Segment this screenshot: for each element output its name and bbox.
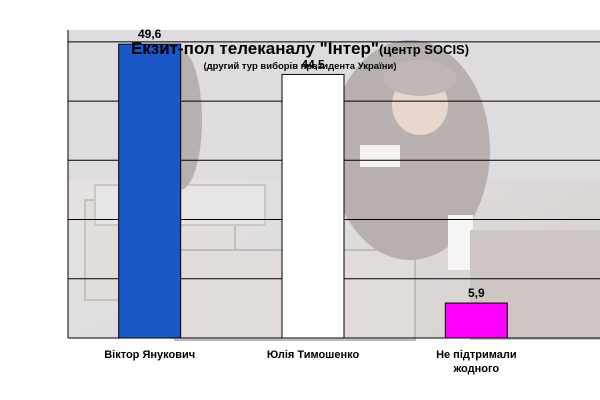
chart-subtitle: (другий тур виборів президента України) (203, 61, 396, 72)
bar-1 (118, 43, 182, 339)
chart-title: Екзит-пол телеканалу "Інтер"(центр SOCIS… (131, 39, 469, 58)
bar-2 (281, 73, 345, 339)
chart-title-main: Екзит-пол телеканалу "Інтер" (131, 39, 379, 58)
category-label-2: Юлія Тимошенко (267, 349, 360, 361)
value-label-1: 49,6 (138, 27, 162, 41)
category-label-1: Віктор Янукович (104, 349, 195, 361)
bar-3 (444, 302, 508, 339)
chart-title-suffix: (центр SOCIS) (379, 42, 469, 57)
value-labels: 49,6 44,5 5,9 (138, 27, 485, 300)
category-labels: Віктор Янукович Юлія Тимошенко Не підтрима… (104, 349, 516, 375)
category-label-3: жодного (453, 363, 500, 375)
value-label-2: 44,5 (301, 57, 325, 71)
category-label-3: Не підтримали (436, 349, 517, 361)
bars (118, 43, 508, 339)
value-label-3: 5,9 (468, 286, 485, 300)
